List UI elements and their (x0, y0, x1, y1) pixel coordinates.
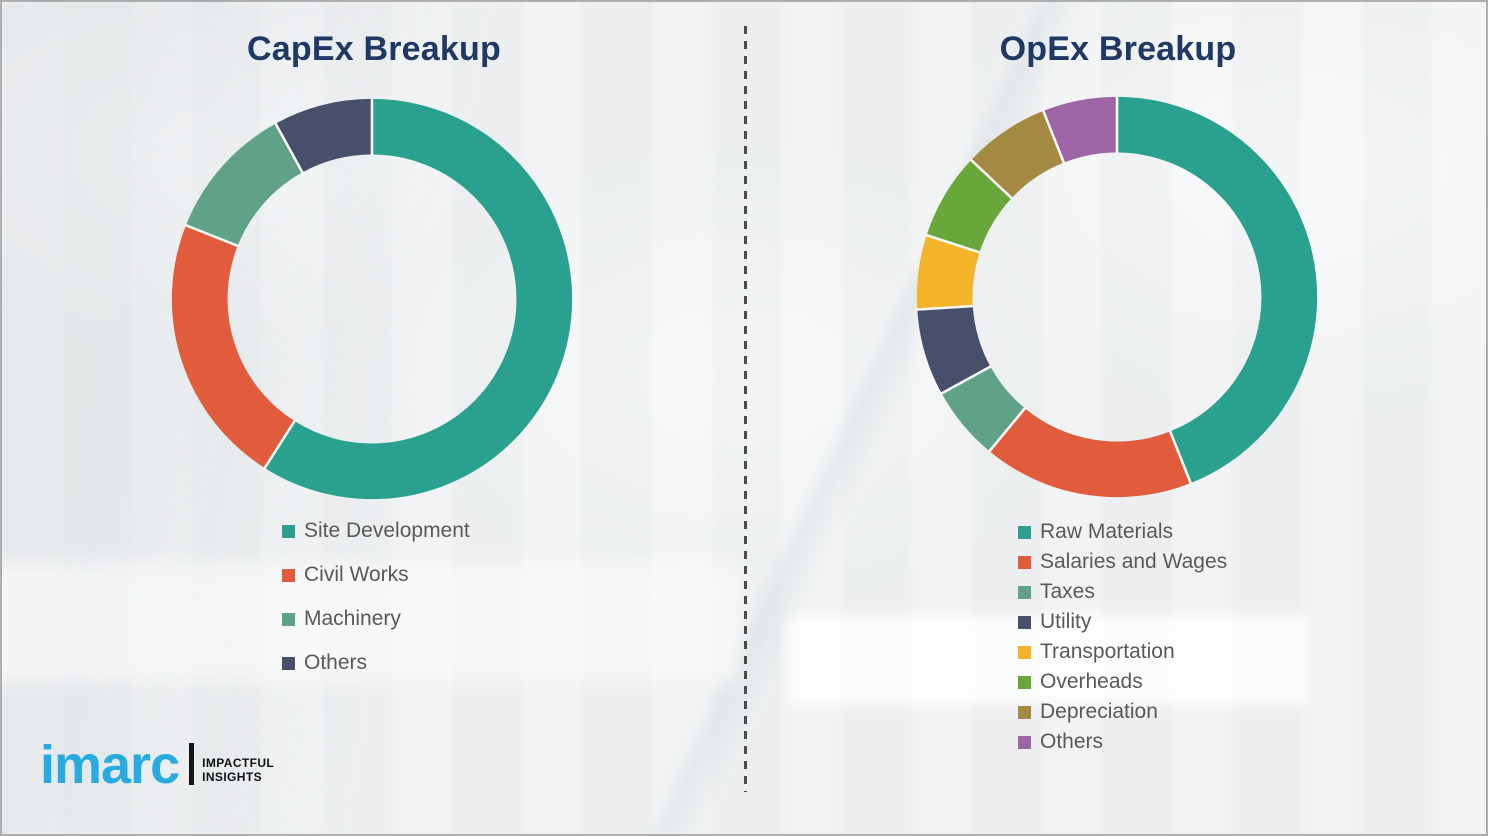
legend-item-salaries-and-wages: Salaries and Wages (1018, 547, 1227, 577)
legend-label: Site Development (304, 519, 470, 542)
opex-donut-chart (912, 92, 1322, 502)
legend-swatch (282, 612, 295, 626)
legend-label: Civil Works (304, 563, 409, 586)
imarc-logo-wordmark: imarc (40, 735, 180, 795)
segment-separator (274, 122, 304, 174)
capex-donut-chart (167, 94, 577, 504)
legend-swatch (1018, 555, 1031, 569)
legend-item-transportation: Transportation (1018, 637, 1227, 667)
opex-title: OpEx Breakup (999, 30, 1237, 68)
imarc-logo-tagline: IMPACTFUL INSIGHTS (202, 756, 274, 787)
legend-label: Transportation (1040, 640, 1175, 663)
imarc-logo: imarc IMPACTFUL INSIGHTS (40, 735, 274, 795)
segment-separator (1041, 109, 1066, 165)
imarc-tagline-line1: IMPACTFUL (202, 755, 275, 770)
legend-item-others: Others (1018, 727, 1227, 757)
legend-swatch (282, 568, 295, 582)
segment-separator (987, 406, 1027, 453)
legend-swatch (282, 656, 295, 670)
legend-swatch (1018, 735, 1031, 749)
segment-separator (916, 304, 974, 311)
segment-separator (263, 419, 297, 470)
legend-label: Salaries and Wages (1040, 550, 1228, 573)
legend-item-raw-materials: Raw Materials (1018, 517, 1227, 547)
legend-item-taxes: Taxes (1018, 577, 1227, 607)
legend-item-overheads: Overheads (1018, 667, 1227, 697)
segment-separator (940, 365, 992, 395)
imarc-tagline-line2: INSIGHTS (202, 770, 262, 785)
legend-item-utility: Utility (1018, 607, 1227, 637)
legend-label: Others (304, 651, 368, 674)
segment-separator (184, 223, 240, 248)
legend-swatch (1018, 645, 1031, 659)
legend-label: Machinery (304, 607, 401, 630)
legend-swatch (1018, 705, 1031, 719)
opex-legend: Raw Materials Salaries and Wages Taxes Util… (1018, 517, 1227, 757)
legend-item-others: Others (282, 641, 470, 685)
legend-label: Raw Materials (1040, 520, 1174, 543)
legend-item-depreciation: Depreciation (1018, 697, 1227, 727)
capex-title: CapEx Breakup (247, 30, 501, 68)
legend-label: Utility (1040, 610, 1092, 633)
dashed-divider-line (744, 26, 747, 792)
imarc-logo-divider-bar (189, 743, 195, 786)
segment-separator (925, 233, 981, 254)
capex-legend: Site Development Civil Works Machinery Othe… (282, 509, 470, 685)
legend-label: Overheads (1040, 670, 1143, 693)
background-patch (788, 614, 1308, 706)
legend-item-site-development: Site Development (282, 509, 470, 553)
segment-separator (969, 158, 1014, 200)
legend-swatch (282, 524, 295, 538)
legend-item-civil-works: Civil Works (282, 553, 470, 597)
legend-label: Others (1040, 730, 1104, 753)
legend-swatch (1018, 525, 1031, 539)
legend-label: Depreciation (1040, 700, 1158, 723)
background-patch (2, 562, 742, 682)
legend-swatch (1018, 675, 1031, 689)
legend-label: Taxes (1040, 580, 1095, 603)
legend-swatch (1018, 585, 1031, 599)
legend-item-machinery: Machinery (282, 597, 470, 641)
legend-swatch (1018, 615, 1031, 629)
segment-separator (1168, 429, 1193, 485)
